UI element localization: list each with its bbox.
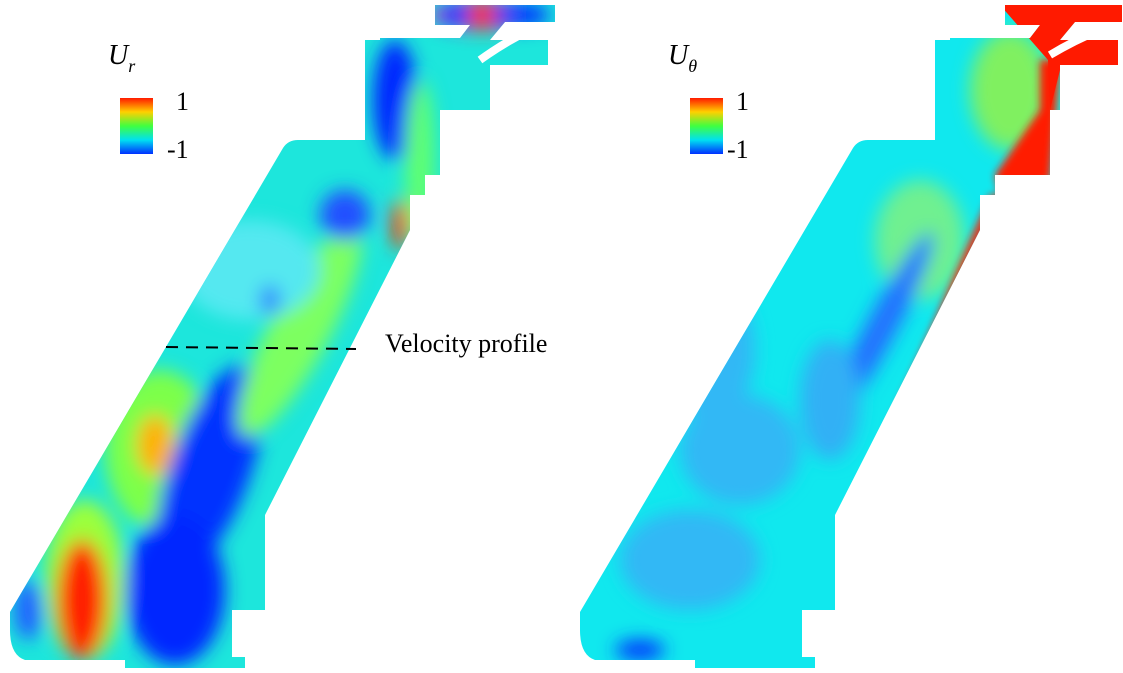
colorbar-min: -1	[167, 135, 189, 164]
utheta-contour	[580, 5, 1122, 668]
annotation: Velocity profile	[385, 329, 547, 358]
colorbar	[120, 98, 153, 154]
colorbar-max: 1	[736, 87, 749, 116]
colorbar-max: 1	[176, 87, 189, 116]
colorbar	[690, 98, 723, 154]
profile-line	[165, 346, 357, 350]
colorbar-min: -1	[727, 135, 749, 164]
ur-symbol: Ur	[108, 40, 136, 76]
utheta-symbol: Uθ	[668, 40, 697, 76]
